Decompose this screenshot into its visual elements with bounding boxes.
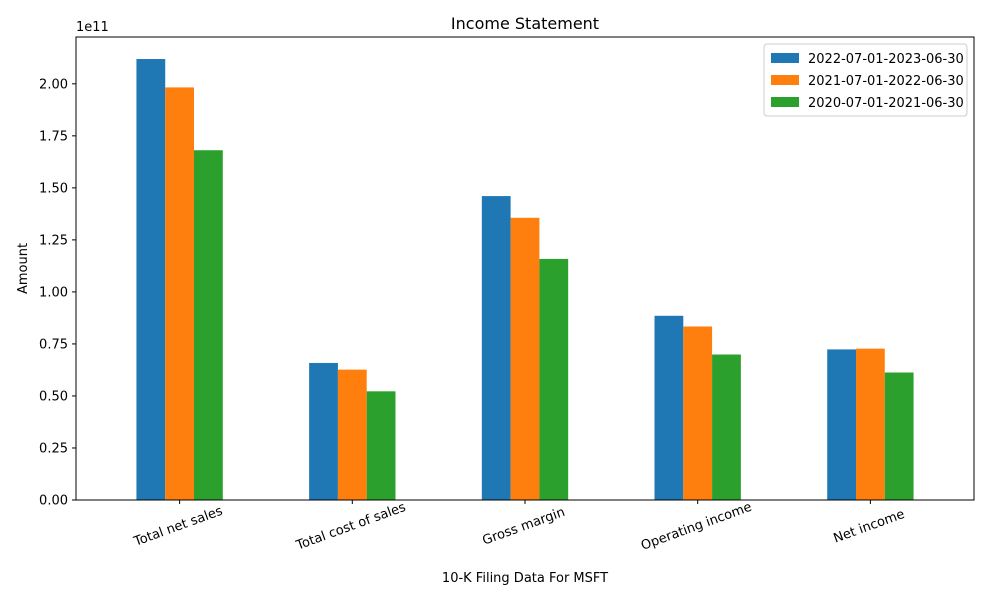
bar-1-3: [481, 196, 511, 500]
bar-1-5: [827, 349, 856, 500]
bar-2-2: [337, 369, 367, 500]
legend-label: 2021-07-01-2022-06-30: [808, 74, 964, 89]
y-tick-label: 1.25: [39, 233, 68, 248]
plot-frame: [75, 36, 975, 501]
bar-3-2: [366, 391, 396, 500]
x-axis: Total net sales Total cost of sales Gross …: [131, 500, 907, 554]
bars-layer: [136, 59, 914, 501]
y-axis-label: Amount: [16, 243, 31, 294]
x-tick-label: Total net sales: [131, 504, 225, 550]
y-tick-label: 1.50: [39, 181, 68, 196]
bar-1-4: [654, 315, 684, 500]
legend-swatch: [771, 53, 799, 63]
legend-swatch: [771, 97, 799, 107]
y-tick-label: 1.00: [39, 285, 68, 300]
y-tick-label: 2.00: [39, 77, 68, 92]
y-tick-label: 1.75: [39, 129, 68, 144]
x-tick-label: Operating income: [639, 500, 754, 554]
bar-3-1: [194, 150, 223, 500]
bar-2-5: [855, 348, 885, 500]
y-axis-offset-label: 1e11: [76, 20, 109, 35]
bar-2-3: [510, 217, 540, 500]
y-axis: 0.00 0.25 0.50 0.75 1.00 1.25 1.50 1.75 2.00: [39, 77, 76, 509]
x-tick-label: Net income: [832, 507, 907, 547]
legend-swatch: [771, 75, 799, 85]
y-tick-label: 0.00: [39, 494, 68, 509]
bar-3-5: [884, 372, 914, 500]
legend-box: [763, 43, 968, 117]
bar-2-1: [165, 87, 195, 501]
bar-1-2: [309, 362, 338, 500]
x-tick-label: Total cost of sales: [293, 500, 408, 554]
x-tick-label: Gross margin: [481, 505, 568, 549]
x-axis-label: 10-K Filing Data For MSFT: [442, 571, 608, 586]
legend-label: 2022-07-01-2023-06-30: [808, 52, 964, 67]
legend: 2022-07-01-2023-06-30 2021-07-01-2022-06-…: [763, 43, 968, 117]
bar-3-3: [539, 258, 569, 500]
legend-label: 2020-07-01-2021-06-30: [808, 96, 964, 111]
bar-1-1: [136, 59, 166, 501]
y-tick-label: 0.25: [39, 441, 68, 456]
bar-2-4: [683, 326, 713, 500]
y-tick-label: 0.50: [39, 389, 68, 404]
y-tick-label: 0.75: [39, 337, 68, 352]
bar-3-4: [712, 354, 741, 500]
chart-title: Income Statement: [451, 14, 599, 33]
